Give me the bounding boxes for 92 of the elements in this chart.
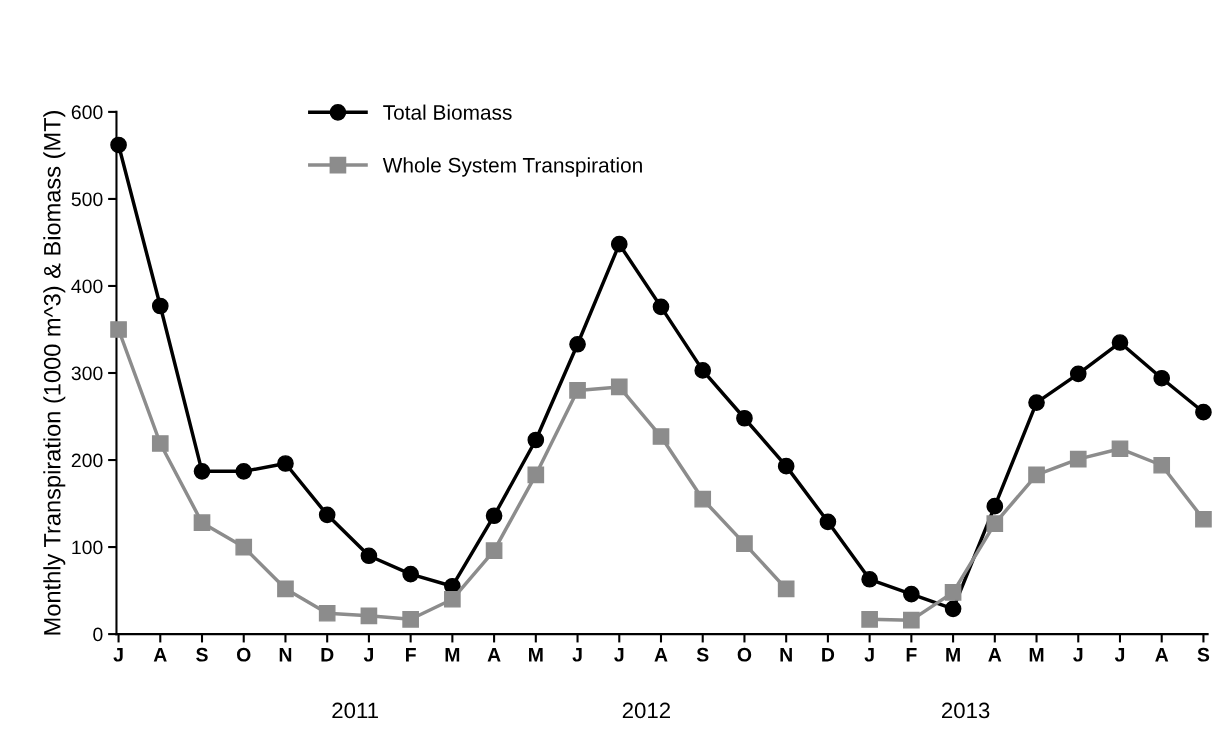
x-tick-label: N [780,648,792,662]
point [1153,369,1171,387]
point [1153,456,1171,474]
text: 2012 [622,702,670,719]
point [777,580,795,598]
point [444,590,461,608]
point [861,610,878,628]
x-tick-label: D [822,648,835,662]
point [235,463,253,480]
point [652,428,670,445]
point [193,463,211,480]
point [485,507,503,525]
point [819,513,837,531]
point [1111,334,1129,351]
x-tick-label: S [1197,647,1210,662]
y-tick-label: 600 [71,105,103,120]
point [1028,394,1045,411]
y-tick-label: 200 [71,453,103,468]
y-tick-label: 500 [71,192,103,207]
x-tick-label: M [1029,648,1044,662]
x-tick-label: A [487,648,501,662]
x-tick-label: J [1073,648,1083,662]
x-tick-label: M [445,648,460,662]
point [151,435,169,452]
point [610,378,628,396]
point [485,542,503,559]
point [1069,450,1087,468]
text: 2011 [332,702,378,719]
point [694,362,712,379]
x-tick-label: S [696,647,709,662]
x-tick-label: J [864,648,874,662]
point [903,611,920,629]
point [861,570,878,588]
point [944,583,962,601]
point [736,409,753,427]
x-tick-label: N [279,648,292,662]
point [569,382,586,399]
x-tick-label: A [654,648,668,662]
point [235,538,253,556]
point [360,607,378,625]
x-tick-label: A [988,648,1002,662]
point [1195,403,1212,421]
y-axis-title: Monthly Transpiration (1000 m^3) & Biomass (MT) [43,111,66,635]
point [736,535,753,552]
x-tick-label: F [906,648,917,662]
point [318,604,336,622]
x-tick-label: M [529,648,543,662]
point [527,431,545,449]
point [193,514,211,532]
y-tick-label: 400 [71,279,103,294]
point [402,565,419,583]
point [110,136,127,154]
point [903,585,920,603]
point [110,321,127,338]
point [569,335,586,353]
x-tick-label: J [572,648,582,662]
x-tick-label: S [196,647,208,662]
x-tick-label: J [363,648,373,662]
point [1195,510,1212,528]
text: 2013 [942,702,990,719]
point [610,235,628,253]
x-tick-label: F [406,648,416,662]
point [986,515,1004,532]
point [151,297,169,315]
x-tick-label: O [737,647,752,662]
point [1069,365,1087,383]
x-tick-label: A [153,648,167,662]
point [694,490,712,508]
point [277,580,294,598]
point [944,600,962,618]
y-tick-label: 0 [93,627,103,642]
point [527,466,545,484]
y-tick-label: 300 [71,366,103,381]
y-tick-label: 100 [72,540,103,555]
legend-label: Whole System Transpiration [382,157,642,177]
legend-label: Total Biomass [383,104,512,120]
x-tick-label: J [614,648,624,662]
x-tick-label: D [321,648,334,662]
point [1111,440,1129,458]
point [986,497,1004,515]
point [777,457,795,475]
x-tick-label: J [1114,648,1125,662]
x-tick-label: A [1155,648,1169,662]
point [1028,466,1045,484]
point [402,610,419,628]
point [360,547,378,565]
point [652,298,670,316]
x-tick-label: J [113,648,123,662]
x-tick-label: M [946,648,960,662]
x-tick-label: O [236,647,251,662]
point [318,506,336,524]
point [277,455,294,472]
